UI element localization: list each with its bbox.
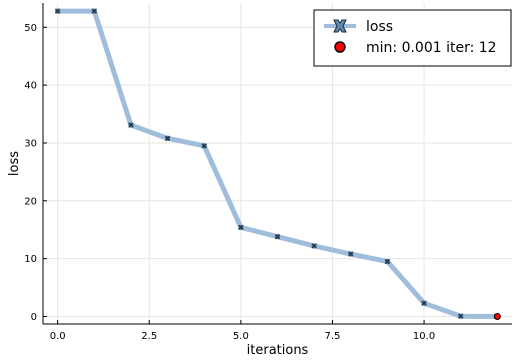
- y-tick-label: 10: [24, 254, 37, 265]
- legend-min-label: min: 0.001 iter: 12: [366, 40, 497, 56]
- loss-point: [421, 300, 427, 306]
- x-tick-label: 2.5: [141, 331, 157, 342]
- legend-loss-marker: [333, 19, 347, 33]
- loss-point: [458, 313, 464, 319]
- legend-box: [313, 9, 512, 67]
- loss-point: [55, 8, 61, 14]
- loss-point: [311, 243, 317, 249]
- y-tick-label: 30: [24, 138, 37, 149]
- x-tick-label: 7.5: [325, 331, 341, 342]
- x-tick-label: 10.0: [413, 331, 435, 342]
- loss-point: [275, 234, 280, 240]
- loss-point: [348, 251, 354, 257]
- y-tick-label: 40: [24, 81, 37, 92]
- series-layer: [55, 8, 501, 320]
- loss-point: [91, 8, 97, 14]
- y-axis-label: loss: [7, 151, 22, 176]
- grid: [43, 3, 512, 324]
- loss-point: [384, 259, 390, 265]
- x-axis-label: iterations: [247, 343, 309, 358]
- x-tick-label: 5.0: [233, 331, 249, 342]
- axes-frame: [42, 3, 512, 325]
- y-tick-label: 50: [24, 23, 37, 34]
- x-tick-label: 0.0: [50, 331, 66, 342]
- legend-min-marker: [334, 41, 346, 53]
- loss-point: [238, 224, 244, 230]
- loss-point: [165, 135, 171, 141]
- legend-loss-label: loss: [366, 19, 393, 35]
- loss-point: [201, 143, 207, 149]
- tick-labels: 0.0 2.5 5.0 7.5 10.0 0 10 20 30 40 50: [24, 23, 435, 342]
- y-tick-label: 0: [31, 312, 37, 323]
- legend: loss min: 0.001 iter: 12: [313, 9, 512, 67]
- y-tick-label: 20: [24, 196, 37, 207]
- min-point: [493, 312, 501, 320]
- loss-point: [128, 122, 134, 128]
